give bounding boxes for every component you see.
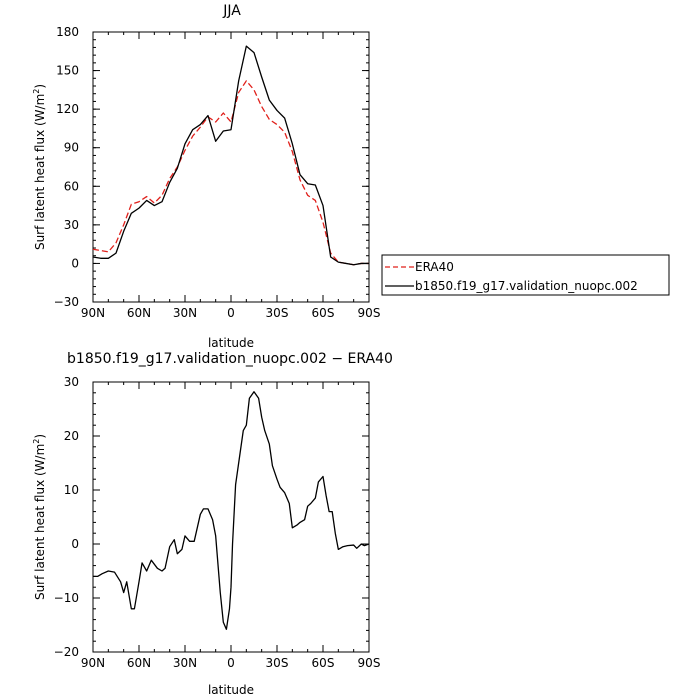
legend: ERA40 b1850.f19_g17.validation_nuopc.002 — [381, 254, 670, 296]
y-tick-label: 0 — [71, 537, 79, 551]
series-line-era40 — [92, 80, 369, 266]
chart-top-ylabel: Surf latent heat flux (W/m2) — [32, 84, 47, 250]
y-tick-label: 30 — [64, 375, 79, 389]
x-tick-label: 30S — [266, 656, 289, 670]
x-tick-label: 90S — [358, 306, 381, 320]
chart-bottom: b1850.f19_g17.validation_nuopc.002 − ERA… — [32, 351, 393, 697]
x-tick-label: 90N — [81, 306, 105, 320]
legend-box — [381, 254, 670, 296]
y-tick-label: 10 — [64, 483, 79, 497]
chart-bottom-ylabel: Surf latent heat flux (W/m2) — [32, 434, 47, 600]
chart-bottom-ylabel-superscript: 2 — [32, 439, 41, 444]
x-tick-label: 60N — [127, 656, 151, 670]
chart-bottom-xlabel: latitude — [208, 683, 254, 697]
series-line-b1850-f19-g17-validation-nuopc-002 — [92, 45, 369, 266]
chart-bottom-series — [93, 391, 370, 630]
x-tick-label: 30S — [266, 306, 289, 320]
chart-bottom-plot-frame — [92, 381, 370, 653]
x-tick-label: 30N — [173, 656, 197, 670]
legend-label-era40: ERA40 — [415, 260, 454, 274]
chart-top-axes: 90N 60N 30N 0 30S 60S 90S −30 0 30 60 90 120 150 180 — [54, 25, 381, 320]
chart-bottom-ylabel-text: Surf latent heat flux (W/m — [33, 444, 47, 600]
y-tick-label: 20 — [64, 429, 79, 443]
chart-top: JJA 90N 60N 30N 0 30S 60S 90S −30 0 30 60 90 120 150 1… — [32, 3, 380, 350]
chart-top-ylabel-superscript: 2 — [32, 89, 41, 94]
y-tick-label: −20 — [54, 645, 79, 659]
chart-bottom-ylabel-close: ) — [33, 434, 47, 439]
x-tick-label: 60N — [127, 306, 151, 320]
chart-top-ylabel-close: ) — [33, 84, 47, 89]
chart-top-title: JJA — [222, 3, 241, 19]
x-tick-label: 60S — [312, 306, 335, 320]
chart-top-series — [92, 45, 369, 266]
chart-bottom-axes: 90N 60N 30N 0 30S 60S 90S −20 −10 0 10 20 30 — [54, 375, 381, 670]
legend-label-model: b1850.f19_g17.validation_nuopc.002 — [415, 279, 638, 293]
y-tick-label: 150 — [56, 64, 79, 78]
x-tick-label: 0 — [227, 656, 235, 670]
chart-top-xlabel: latitude — [208, 336, 254, 350]
y-tick-label: 180 — [56, 25, 79, 39]
y-tick-label: −30 — [54, 295, 79, 309]
chart-bottom-title: b1850.f19_g17.validation_nuopc.002 − ERA… — [67, 351, 393, 367]
difference-series-line — [93, 391, 370, 630]
x-tick-label: 60S — [312, 656, 335, 670]
y-tick-label: 90 — [64, 141, 79, 155]
y-tick-label: 30 — [64, 218, 79, 232]
y-tick-label: −10 — [54, 591, 79, 605]
x-tick-label: 90S — [358, 656, 381, 670]
chart-top-ylabel-text: Surf latent heat flux (W/m — [33, 94, 47, 250]
x-tick-label: 90N — [81, 656, 105, 670]
y-tick-label: 60 — [64, 179, 79, 193]
chart-top-plot-frame — [92, 31, 370, 303]
x-tick-label: 0 — [227, 306, 235, 320]
x-tick-label: 30N — [173, 306, 197, 320]
y-tick-label: 0 — [71, 256, 79, 270]
y-tick-label: 120 — [56, 102, 79, 116]
